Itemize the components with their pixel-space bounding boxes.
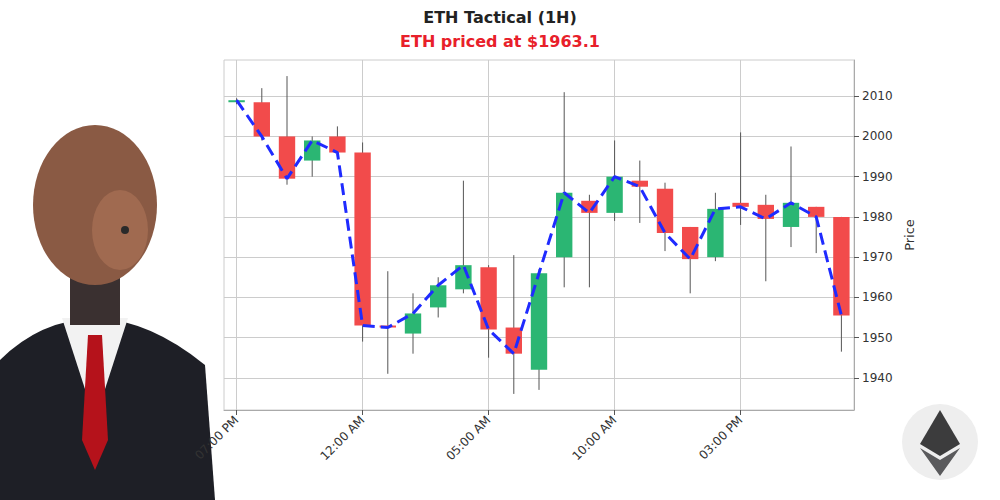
svg-text:1960: 1960	[862, 290, 893, 304]
svg-text:12:00 AM: 12:00 AM	[317, 413, 367, 463]
svg-text:2000: 2000	[862, 129, 893, 143]
svg-text:03:00 PM: 03:00 PM	[696, 413, 745, 462]
svg-text:1940: 1940	[862, 371, 893, 385]
svg-text:2010: 2010	[862, 89, 893, 103]
svg-text:ETH Tactical (1H): ETH Tactical (1H)	[423, 8, 577, 27]
svg-text:Price: Price	[902, 219, 917, 251]
svg-text:1950: 1950	[862, 331, 893, 345]
svg-text:1980: 1980	[862, 210, 893, 224]
svg-text:10:00 AM: 10:00 AM	[569, 413, 619, 463]
svg-text:1990: 1990	[862, 170, 893, 184]
svg-text:ETH priced at $1963.1: ETH priced at $1963.1	[400, 32, 600, 51]
svg-text:07:00 PM: 07:00 PM	[192, 413, 241, 462]
svg-text:05:00 AM: 05:00 AM	[443, 413, 493, 463]
svg-text:1970: 1970	[862, 250, 893, 264]
